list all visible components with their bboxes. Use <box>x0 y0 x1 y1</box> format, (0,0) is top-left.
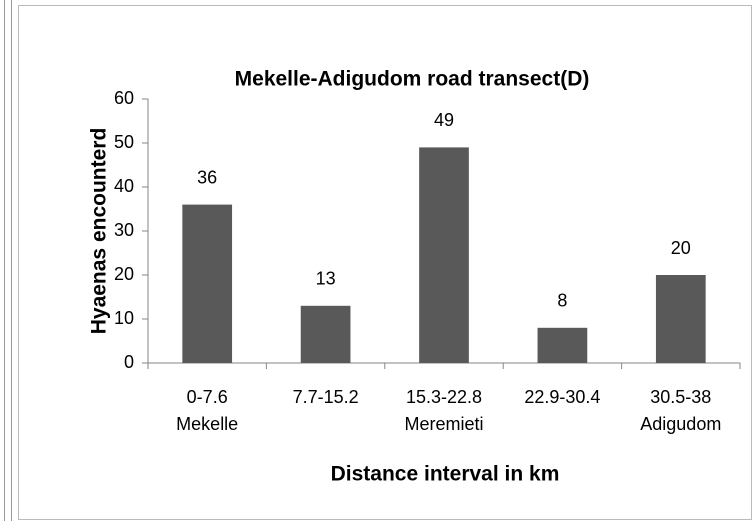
y-tick-label: 20 <box>114 264 134 284</box>
x-tick-label: 22.9-30.4 <box>524 387 600 407</box>
x-tick-label: 15.3-22.8 <box>406 387 482 407</box>
bar <box>537 327 588 363</box>
data-label: 36 <box>197 167 217 187</box>
x-tick-label: 7.7-15.2 <box>293 387 359 407</box>
x-tick-label: 0-7.6 <box>187 387 228 407</box>
data-label: 8 <box>557 291 567 311</box>
bar <box>300 305 351 363</box>
y-tick-label: 40 <box>114 176 134 196</box>
data-label: 13 <box>316 269 336 289</box>
x-tick-label: Mekelle <box>176 414 238 434</box>
y-tick-label: 0 <box>124 352 134 372</box>
y-tick-label: 60 <box>114 88 134 108</box>
bar <box>182 204 233 363</box>
x-tick-label: Meremieti <box>404 414 483 434</box>
y-tick-label: 10 <box>114 308 134 328</box>
bar <box>419 147 469 363</box>
data-label: 20 <box>671 238 691 258</box>
y-tick-label: 30 <box>114 220 134 240</box>
chart-title: Mekelle-Adigudom road transect(D) <box>235 68 590 91</box>
bar <box>655 275 706 363</box>
y-axis-title: Hyaenas encounterd <box>88 128 111 335</box>
data-label: 49 <box>434 110 454 130</box>
x-tick-label: Adigudom <box>640 414 721 434</box>
x-axis-title: Distance interval in km <box>331 463 560 486</box>
y-tick-label: 50 <box>114 132 134 152</box>
chart-border <box>18 5 752 520</box>
x-tick-label: 30.5-38 <box>650 387 711 407</box>
